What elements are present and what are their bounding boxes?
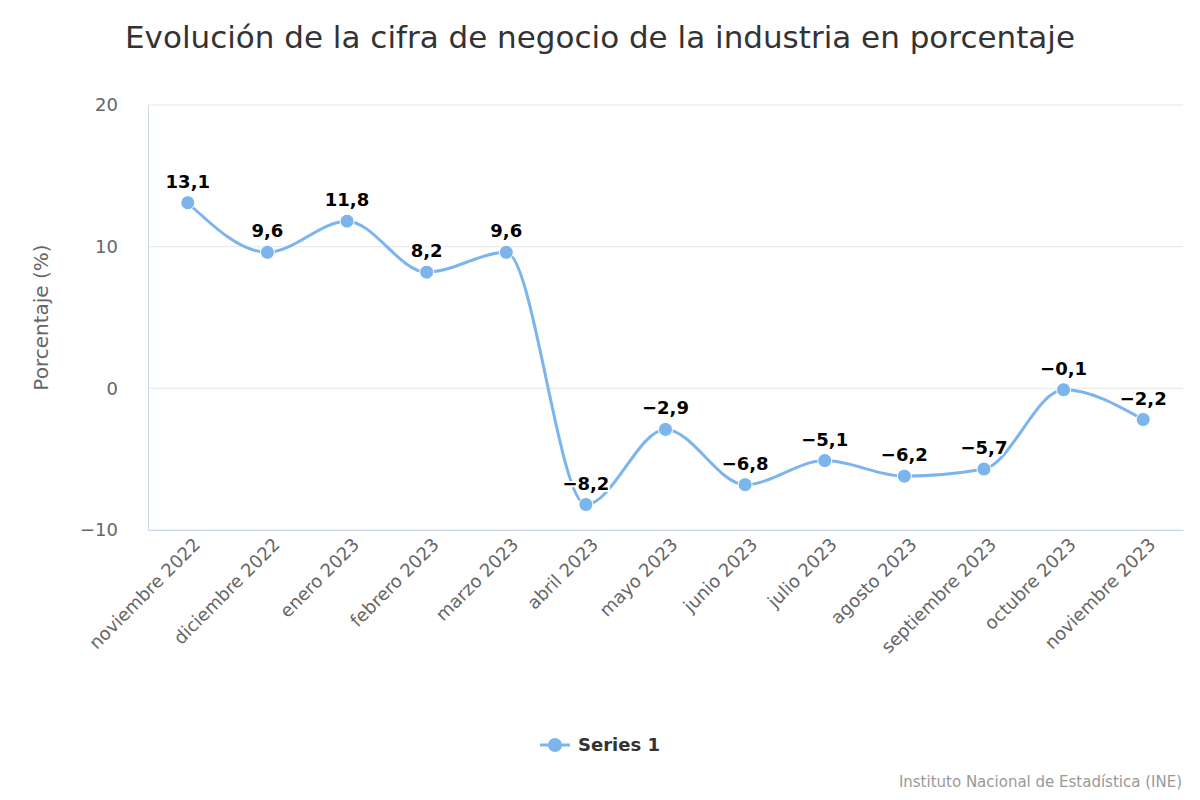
data-label: 13,1 <box>166 171 210 192</box>
x-axis-line <box>149 530 1184 531</box>
x-tick: julio 2023 <box>763 530 841 612</box>
y-tick: 10 <box>95 236 148 257</box>
title: Evolución de la cifra de negocio de la i… <box>125 19 1075 55</box>
point <box>738 478 752 492</box>
x-tick: noviembre 2023 <box>1040 530 1159 653</box>
x-axis: noviembre 2022diciembre 2022enero 2023fe… <box>85 530 1184 657</box>
point <box>659 422 673 436</box>
grid <box>148 105 1183 530</box>
y-tick: 0 <box>107 378 148 399</box>
x-tick-label: diciembre 2022 <box>169 534 284 649</box>
x-tick-label: febrero 2023 <box>346 534 443 631</box>
y-tick-label: 10 <box>95 236 118 257</box>
data-label: −8,2 <box>562 473 609 494</box>
point <box>1057 383 1071 397</box>
data-label: 8,2 <box>411 240 443 261</box>
data-label: 9,6 <box>251 220 283 241</box>
credit: Instituto Nacional de Estadística (INE) <box>899 773 1182 791</box>
y-tick-label: 0 <box>107 378 118 399</box>
point <box>579 498 593 512</box>
data-label: −5,1 <box>801 429 848 450</box>
y-tick: 20 <box>95 94 148 115</box>
data-label: −6,8 <box>722 453 769 474</box>
data-label: −0,1 <box>1040 358 1087 379</box>
background <box>0 0 1200 800</box>
y-tick-label: −10 <box>80 519 118 540</box>
point <box>897 469 911 483</box>
x-tick: septiembre 2023 <box>877 530 1000 657</box>
x-tick-label: marzo 2023 <box>431 534 522 625</box>
x-tick-label: abril 2023 <box>523 534 602 613</box>
legend: Series 1 <box>540 734 660 755</box>
x-tick-label: mayo 2023 <box>595 534 682 621</box>
point <box>977 462 991 476</box>
data-label: −2,2 <box>1120 388 1167 409</box>
data-label: 9,6 <box>490 220 522 241</box>
x-tick: junio 2023 <box>678 530 761 617</box>
x-tick-label: septiembre 2023 <box>877 534 1000 657</box>
x-tick: abril 2023 <box>523 530 602 613</box>
y-tick: −10 <box>80 519 148 540</box>
data-label: 11,8 <box>325 189 369 210</box>
data-label: −2,9 <box>642 397 689 418</box>
point <box>420 265 434 279</box>
legend-item: Series 1 <box>540 734 660 755</box>
legend-symbol-marker <box>548 738 562 752</box>
x-tick: marzo 2023 <box>431 530 522 625</box>
point <box>181 196 195 210</box>
point <box>499 245 513 259</box>
grid-line <box>148 530 1183 531</box>
y-tick-label: 20 <box>95 94 118 115</box>
y-axis: −10 0 10 20 <box>80 94 149 540</box>
point <box>260 245 274 259</box>
y-axis-line <box>148 106 149 531</box>
grid-line <box>148 246 1183 247</box>
x-tick-label: julio 2023 <box>763 534 841 612</box>
x-tick-label: noviembre 2023 <box>1040 534 1159 653</box>
point <box>818 454 832 468</box>
x-tick-label: junio 2023 <box>678 534 761 617</box>
x-tick: febrero 2023 <box>346 530 443 631</box>
legend-label: Series 1 <box>578 734 660 755</box>
series-line <box>188 203 1143 505</box>
point <box>1136 413 1150 427</box>
chart: Evolución de la cifra de negocio de la i… <box>0 0 1200 800</box>
data-label: −5,7 <box>960 437 1007 458</box>
data-labels: 13,1 9,6 11,8 8,2 9,6 −8,2 −2,9 −6,8 −5,1 −6,2 −5,… <box>166 171 1167 494</box>
x-tick: mayo 2023 <box>595 530 682 621</box>
grid-line <box>148 388 1183 389</box>
x-tick: enero 2023 <box>276 530 364 622</box>
x-tick-label: enero 2023 <box>276 534 364 622</box>
point <box>340 214 354 228</box>
plot-area <box>181 196 1150 512</box>
y-axis-title: Porcentaje (%) <box>29 244 53 390</box>
x-tick: diciembre 2022 <box>169 530 284 648</box>
data-label: −6,2 <box>881 444 928 465</box>
grid-line <box>148 105 1183 106</box>
